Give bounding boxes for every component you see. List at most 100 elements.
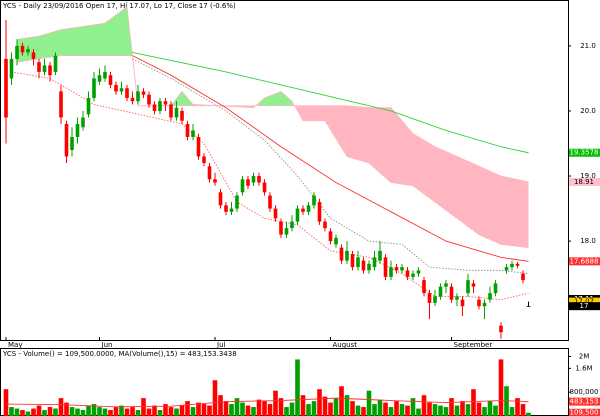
candle-body [345, 250, 349, 261]
volume-bar [388, 407, 394, 416]
volume-bar [245, 405, 251, 416]
candle-body [422, 280, 426, 294]
volume-bar [218, 395, 223, 416]
volume-bar [366, 390, 372, 416]
candle-body [185, 123, 190, 137]
volume-bar [113, 407, 119, 416]
candle-body [312, 195, 316, 206]
cloud-segment [347, 105, 369, 164]
volume-bar [322, 396, 328, 416]
volume-bar [234, 398, 240, 416]
candle-body [213, 179, 217, 183]
price-panel-frame [0, 0, 569, 341]
candle-body [70, 136, 74, 151]
candle-body [471, 283, 476, 287]
candle-body [378, 250, 382, 261]
candle-body [108, 75, 113, 85]
volume-bar [251, 407, 256, 416]
candle-body [262, 182, 267, 193]
candle-body [130, 97, 135, 102]
volume-title: YCS - Volume() = 109,500.0000, MA(Volume… [2, 350, 237, 358]
candle-body [493, 283, 498, 294]
volume-bar [168, 407, 174, 416]
candle-body [455, 296, 459, 300]
volume-bar [86, 405, 91, 416]
indicator-line [132, 55, 529, 262]
volume-bar [300, 395, 306, 416]
volume-bar [372, 404, 377, 416]
candle-body [136, 91, 140, 102]
volume-value-box [569, 408, 600, 416]
candle-body [42, 65, 47, 72]
candle-body [515, 263, 520, 266]
candle-body [119, 88, 124, 92]
candle-body [477, 299, 481, 307]
candle-body [180, 110, 184, 121]
candle-body [290, 221, 294, 229]
candle-body [114, 84, 118, 92]
cloud-segment [391, 107, 413, 186]
volume-bar [80, 410, 86, 416]
volume-bar [273, 390, 278, 416]
volume-bar [498, 359, 504, 416]
volume-value-label: 483,153 [570, 398, 599, 406]
candle-body [196, 136, 201, 157]
volume-bar [130, 407, 135, 416]
candle-body [295, 208, 300, 222]
price-value-box [569, 148, 600, 157]
volume-bar [295, 359, 300, 416]
price-value-box [569, 297, 600, 306]
candle-body [207, 166, 212, 180]
volume-bar [278, 398, 284, 416]
price-value-label: 17.07 [574, 298, 594, 306]
volume-bar [75, 408, 80, 416]
candle-body [416, 270, 421, 274]
candle-body [284, 228, 289, 235]
volume-bar [465, 404, 471, 416]
candle-body [400, 267, 404, 271]
candle-body [4, 58, 8, 118]
volume-bar [317, 389, 322, 416]
candle-body [394, 267, 399, 271]
volume-bar [69, 407, 75, 416]
volume-bar [14, 408, 20, 416]
candle-body [372, 257, 377, 268]
volume-bar [405, 405, 410, 416]
indicator-line [132, 51, 529, 154]
candle-body [317, 202, 322, 222]
y-tick-label: 21.0 [580, 42, 596, 50]
cloud-segment [501, 176, 529, 248]
candle-body [9, 58, 14, 79]
candle-body [466, 280, 470, 294]
cloud-edge [16, 55, 529, 183]
volume-bar [509, 407, 515, 416]
candle-body [268, 195, 272, 209]
cloud-segment [325, 105, 347, 157]
candle-body [383, 257, 388, 277]
volume-bar [124, 408, 130, 416]
candle-body [301, 208, 305, 212]
x-tick-label: Jul [216, 341, 226, 349]
candle-body [75, 123, 80, 137]
candle-body [97, 75, 102, 82]
x-tick-label: August [333, 341, 358, 349]
chart-title: YCS - Daily 23/09/2016 Open 17, Hi 17.07… [2, 2, 236, 10]
candle-body [339, 247, 344, 261]
candle-body [273, 208, 278, 219]
cloud-segment [264, 91, 281, 106]
candle-body [427, 293, 432, 303]
candle-body [510, 263, 514, 268]
y-tick-label: 19.0 [580, 172, 596, 180]
volume-bar [421, 395, 427, 416]
candle-body [202, 156, 206, 164]
volume-bar [449, 398, 454, 416]
volume-bar [432, 404, 438, 416]
candle-body [438, 286, 443, 297]
candle-body [499, 325, 503, 333]
volume-bar [493, 405, 498, 416]
candle-body [323, 221, 327, 229]
volume-bar [42, 410, 47, 416]
volume-bar [482, 407, 487, 416]
candle-body [460, 299, 465, 307]
candle-body [526, 306, 531, 307]
